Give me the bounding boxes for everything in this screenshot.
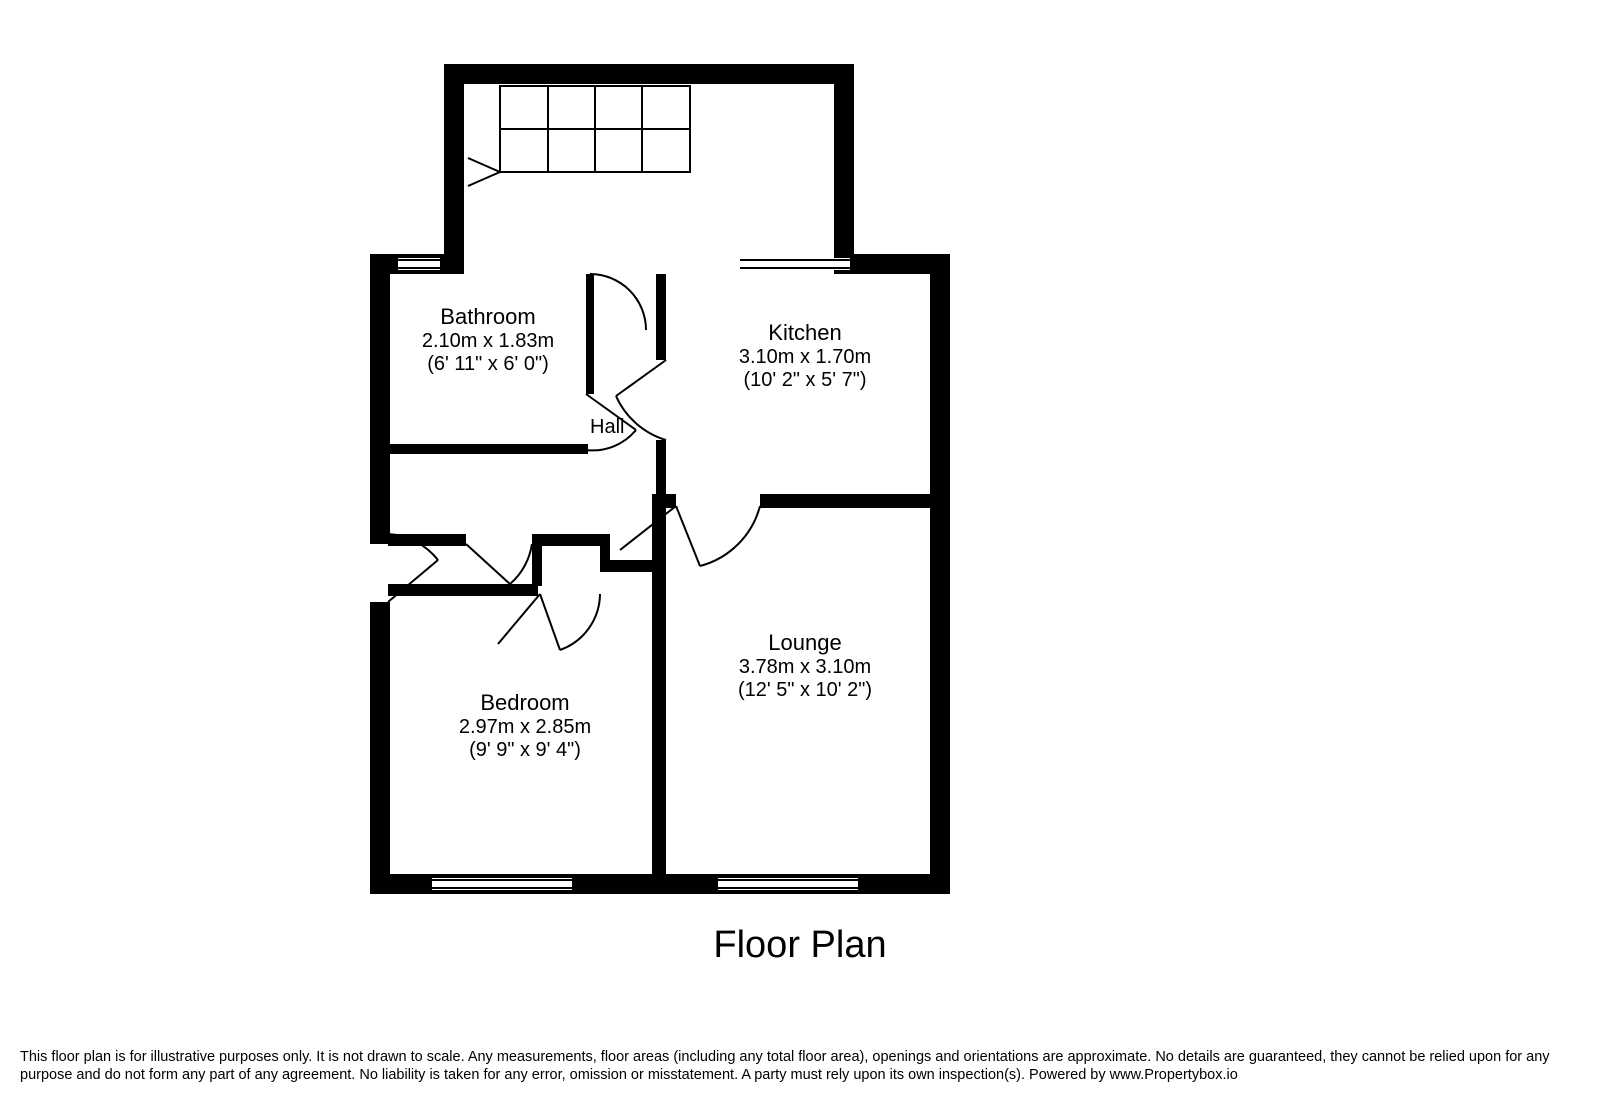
kitchen-metric: 3.10m x 1.70m bbox=[680, 346, 930, 369]
kitchen-name: Kitchen bbox=[680, 320, 930, 346]
label-bedroom: Bedroom 2.97m x 2.85m (9' 9" x 9' 4") bbox=[400, 690, 650, 762]
window-lounge bbox=[718, 878, 858, 890]
bedroom-metric: 2.97m x 2.85m bbox=[400, 716, 650, 739]
kitchen-imperial: (10' 2" x 5' 7") bbox=[680, 369, 930, 392]
label-bathroom: Bathroom 2.10m x 1.83m (6' 11" x 6' 0") bbox=[388, 304, 588, 376]
lounge-imperial: (12' 5" x 10' 2") bbox=[680, 679, 930, 702]
disclaimer-text: This floor plan is for illustrative purp… bbox=[20, 1048, 1580, 1084]
window-bathroom bbox=[398, 258, 440, 270]
bathroom-metric: 2.10m x 1.83m bbox=[388, 330, 588, 353]
bathroom-imperial: (6' 11" x 6' 0") bbox=[388, 353, 588, 376]
window-bedroom bbox=[432, 878, 572, 890]
lounge-metric: 3.78m x 3.10m bbox=[680, 656, 930, 679]
label-kitchen: Kitchen 3.10m x 1.70m (10' 2" x 5' 7") bbox=[680, 320, 930, 392]
label-lounge: Lounge 3.78m x 3.10m (12' 5" x 10' 2") bbox=[680, 630, 930, 702]
bedroom-imperial: (9' 9" x 9' 4") bbox=[400, 739, 650, 762]
staircase bbox=[468, 86, 690, 186]
lounge-name: Lounge bbox=[680, 630, 930, 656]
window-kitchen bbox=[740, 258, 850, 270]
plan-title: Floor Plan bbox=[0, 924, 1600, 967]
floorplan-canvas: Bathroom 2.10m x 1.83m (6' 11" x 6' 0") … bbox=[0, 0, 1600, 1119]
bathroom-name: Bathroom bbox=[388, 304, 588, 330]
bedroom-name: Bedroom bbox=[400, 690, 650, 716]
label-hall: Hall bbox=[590, 416, 624, 439]
